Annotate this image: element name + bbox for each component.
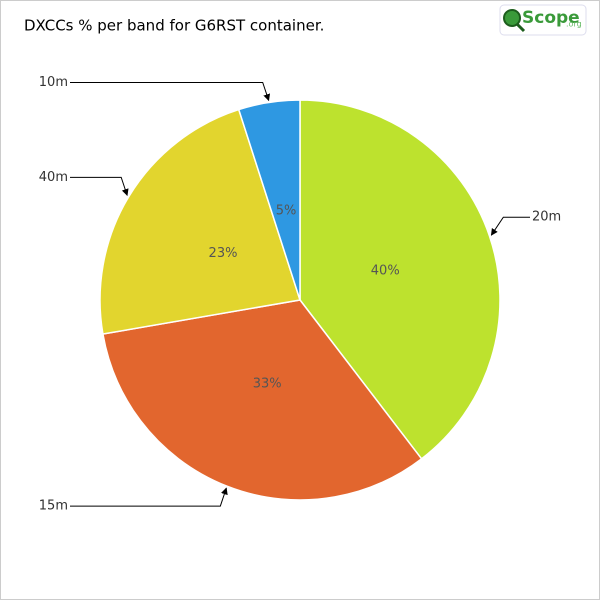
category-label: 40m: [39, 170, 68, 185]
pie-slice: [299, 99, 501, 460]
logo: Scope .org: [499, 4, 587, 36]
category-label: 10m: [39, 75, 68, 90]
slice-label: 23%: [209, 246, 238, 261]
category-label: 20m: [532, 210, 561, 225]
pie-slice: [102, 299, 423, 501]
slice-label: 5%: [276, 204, 297, 219]
leader-line: [70, 176, 129, 197]
category-label: 15m: [39, 499, 68, 514]
leader-line: [70, 81, 271, 102]
chart-title: DXCCs % per band for G6RST container.: [24, 17, 324, 35]
logo-text: Scope: [522, 8, 580, 28]
logo-suffix: .org: [566, 20, 582, 29]
pie-slice: [237, 99, 301, 301]
leader-line: [490, 216, 530, 236]
leader-line: [70, 487, 228, 507]
slice-label: 40%: [371, 264, 400, 279]
pie-slice: [99, 108, 301, 335]
logo-icon: [515, 22, 526, 33]
slice-label: 33%: [253, 376, 282, 391]
logo-icon: [503, 9, 521, 27]
